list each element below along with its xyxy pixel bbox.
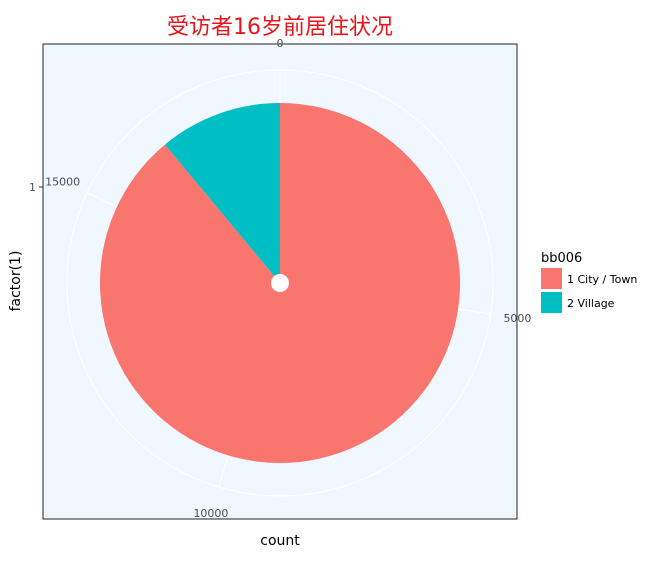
radial-tick-label-0: 0 <box>277 37 284 50</box>
pie-slice-2 <box>164 103 280 283</box>
legend-swatch-2 <box>541 292 562 313</box>
y-axis-label: factor(1) <box>8 251 24 312</box>
legend: bb006 1 City / Town 2 Village <box>541 251 637 313</box>
radial-tick-label-2: 10000 <box>193 507 228 520</box>
pie-center-hole <box>271 274 289 292</box>
radial-tick-label-3: 15000 <box>45 175 80 188</box>
legend-items: 1 City / Town 2 Village <box>541 268 637 313</box>
legend-swatch-1 <box>541 268 562 289</box>
radial-tick-labels: 0 5000 10000 15000 <box>45 37 531 520</box>
legend-label-1: 1 City / Town <box>567 273 637 286</box>
x-axis-label: count <box>260 533 300 549</box>
chart-title: 受访者16岁前居住状况 <box>167 15 393 40</box>
legend-label-2: 2 Village <box>567 297 615 310</box>
radial-tick-label-1: 5000 <box>503 312 531 325</box>
y-tick-label: 1 <box>29 181 36 194</box>
legend-title: bb006 <box>541 251 582 266</box>
